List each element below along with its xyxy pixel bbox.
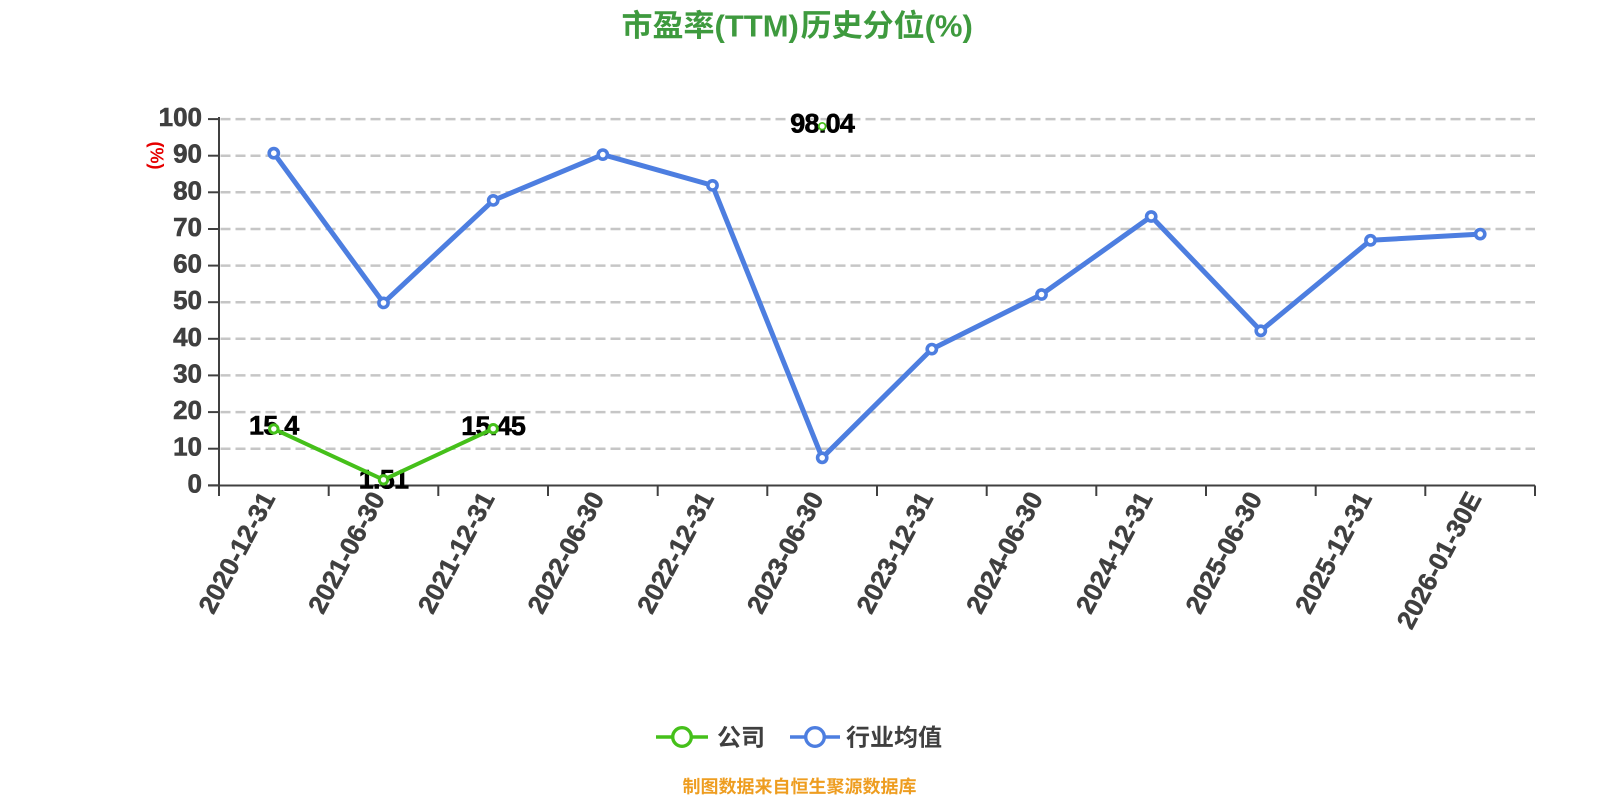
- svg-text:100: 100: [159, 102, 202, 132]
- svg-text:80: 80: [173, 175, 202, 205]
- svg-text:10: 10: [173, 432, 202, 462]
- svg-text:70: 70: [173, 212, 202, 242]
- svg-text:90: 90: [173, 139, 202, 169]
- svg-text:98.04: 98.04: [790, 108, 855, 138]
- svg-text:50: 50: [173, 285, 202, 315]
- svg-text:30: 30: [173, 358, 202, 388]
- svg-text:0: 0: [188, 468, 202, 498]
- svg-text:(%): (%): [147, 142, 167, 170]
- svg-text:40: 40: [173, 322, 202, 352]
- svg-text:60: 60: [173, 249, 202, 279]
- svg-text:(%): (%): [925, 8, 973, 43]
- svg-text:(TTM): (TTM): [715, 8, 799, 43]
- svg-text:20: 20: [173, 395, 202, 425]
